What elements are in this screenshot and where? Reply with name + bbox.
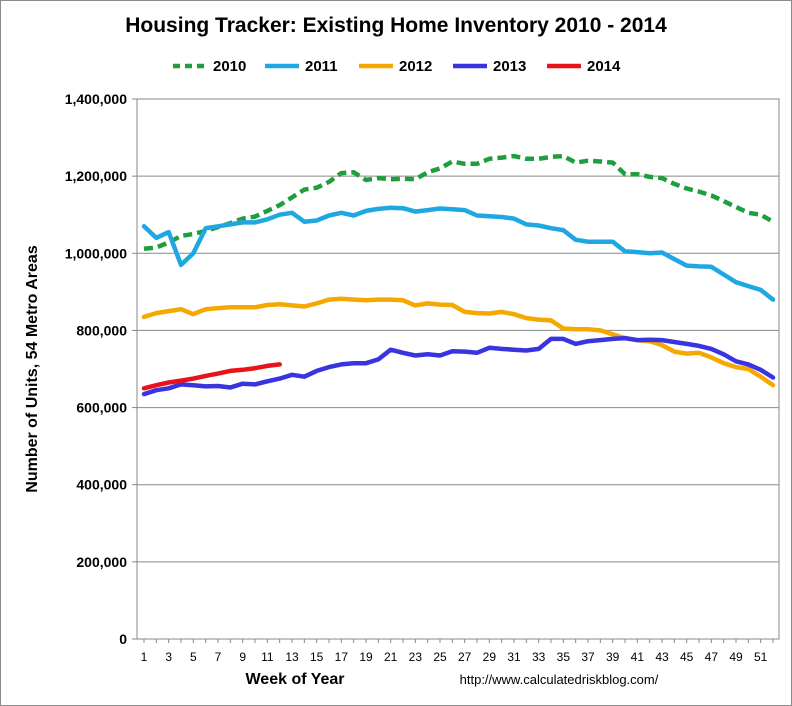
series-line-2013 [141,335,776,397]
x-tick-label: 11 [261,650,274,664]
legend: 2010 2011 2012 2013 2014 [173,58,621,75]
series-line-2011 [141,205,776,302]
x-tick-label: 7 [215,650,222,664]
legend-label-2013: 2013 [493,58,526,75]
y-tick-label: 1,400,000 [65,91,127,107]
x-tick-label: 41 [631,650,645,664]
x-tick-label: 39 [606,650,620,664]
x-tick-label: 33 [532,650,546,664]
y-tick-label: 0 [119,631,127,647]
x-tick-label: 37 [581,650,595,664]
x-axis-ticks: 1 3 5 7 9 11 13 15 17 19 21 23 25 27 29 31 33 35 37 39 41 43 4… [141,639,774,664]
series-line-2010 [143,153,775,251]
x-tick-label: 13 [285,650,299,664]
x-tick-label: 21 [384,650,398,664]
y-tick-label: 1,200,000 [65,168,127,184]
x-tick-label: 15 [310,650,324,664]
x-tick-label: 47 [705,650,719,664]
legend-label-2011: 2011 [305,58,338,75]
source-url: http://www.calculatedriskblog.com/ [460,672,659,687]
y-tick-label: 200,000 [76,554,127,570]
x-tick-label: 23 [409,650,423,664]
legend-label-2014: 2014 [587,58,621,75]
y-tick-label: 1,000,000 [65,245,127,261]
legend-label-2012: 2012 [399,58,432,75]
x-tick-label: 29 [483,650,497,664]
legend-label-2010: 2010 [213,58,246,75]
y-axis-ticks: 0 200,000 400,000 600,000 800,000 1,000,000 1,… [65,91,137,647]
x-axis-label: Week of Year [245,671,344,688]
chart-title: Housing Tracker: Existing Home Inventory… [125,14,667,37]
x-tick-label: 27 [458,650,472,664]
x-tick-label: 25 [433,650,447,664]
x-tick-label: 43 [655,650,669,664]
x-tick-label: 45 [680,650,694,664]
x-tick-label: 1 [141,650,148,664]
x-tick-label: 19 [359,650,373,664]
series-lines [141,153,776,397]
x-tick-label: 49 [729,650,743,664]
series-line-2012 [141,296,776,388]
x-tick-label: 31 [507,650,521,664]
y-tick-label: 400,000 [76,477,127,493]
x-tick-label: 5 [190,650,197,664]
y-axis-label: Number of Units, 54 Metro Areas [24,245,41,493]
y-tick-label: 600,000 [76,400,127,416]
x-tick-label: 3 [165,650,172,664]
y-tick-label: 800,000 [76,322,127,338]
x-tick-label: 17 [335,650,349,664]
series-line-2014 [141,362,282,391]
x-tick-label: 9 [239,650,246,664]
gridlines [137,175,779,563]
x-tick-label: 51 [754,650,768,664]
x-tick-label: 35 [557,650,571,664]
